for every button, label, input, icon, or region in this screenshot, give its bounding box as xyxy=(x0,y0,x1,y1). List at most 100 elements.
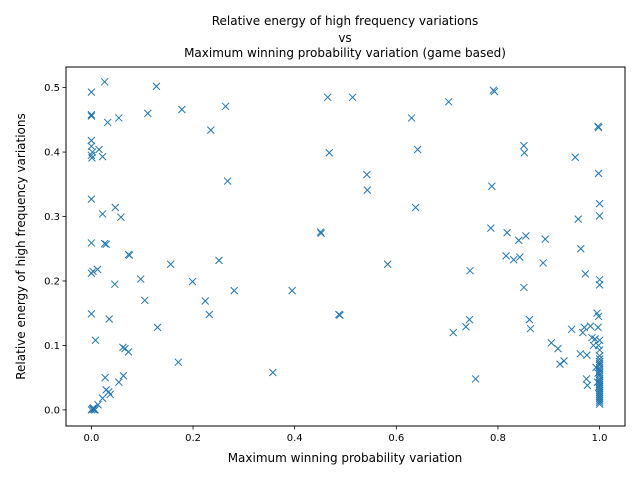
data-point-marker xyxy=(580,323,589,332)
data-point-marker xyxy=(567,325,576,334)
data-point-marker xyxy=(363,186,372,194)
data-point-marker xyxy=(594,323,602,332)
data-point-marker xyxy=(594,122,602,131)
data-point-marker xyxy=(595,351,604,360)
data-point-marker xyxy=(87,88,96,96)
data-point-marker xyxy=(582,375,591,383)
data-point-marker xyxy=(515,253,524,261)
data-point-marker xyxy=(119,343,127,352)
data-point-marker xyxy=(152,82,161,91)
data-point-marker xyxy=(215,256,223,265)
data-point-marker xyxy=(205,310,214,319)
data-point-marker xyxy=(166,260,175,269)
data-point-marker xyxy=(595,394,604,403)
data-point-marker xyxy=(576,244,585,253)
data-point-marker xyxy=(595,199,604,208)
data-point-marker xyxy=(594,369,602,378)
data-point-marker xyxy=(87,406,96,414)
data-points xyxy=(87,77,604,414)
data-point-marker xyxy=(87,195,96,203)
data-point-marker xyxy=(336,311,344,319)
data-point-marker xyxy=(223,177,232,185)
y-tick-label: 0.4 xyxy=(44,148,60,159)
data-point-marker xyxy=(140,296,149,305)
data-point-marker xyxy=(87,112,96,120)
data-point-marker xyxy=(594,341,603,350)
data-point-marker xyxy=(105,315,114,323)
data-point-marker xyxy=(465,315,474,324)
data-point-marker xyxy=(100,239,109,248)
data-point-marker xyxy=(560,357,568,365)
data-point-marker xyxy=(101,373,109,382)
data-point-marker xyxy=(462,322,470,331)
data-point-marker xyxy=(583,351,591,359)
data-point-marker xyxy=(89,405,97,414)
data-point-marker xyxy=(595,346,604,354)
data-point-marker xyxy=(323,93,332,102)
data-point-marker xyxy=(317,229,325,238)
data-point-marker xyxy=(581,270,590,278)
data-point-marker xyxy=(100,77,109,86)
data-point-marker xyxy=(595,390,604,399)
chart-title-line-2: vs xyxy=(338,31,351,45)
x-tick-label: 0.4 xyxy=(287,433,303,444)
x-tick-label: 0.0 xyxy=(83,433,99,444)
data-point-marker xyxy=(595,377,604,385)
data-point-marker xyxy=(221,102,230,111)
data-point-marker xyxy=(268,368,277,377)
x-tick-label: 1.0 xyxy=(592,433,608,444)
chart-title-line-1: Relative energy of high frequency variat… xyxy=(212,14,479,28)
data-point-marker xyxy=(509,255,518,264)
data-point-marker xyxy=(502,251,510,260)
data-point-marker xyxy=(520,141,528,150)
data-point-marker xyxy=(110,280,119,289)
data-point-marker xyxy=(547,339,556,347)
data-point-marker xyxy=(407,114,416,122)
data-point-marker xyxy=(98,152,107,161)
data-point-marker xyxy=(111,203,120,212)
data-point-marker xyxy=(383,260,392,269)
y-tick-label: 0.0 xyxy=(44,405,60,416)
y-axis-label: Relative energy of high frequency variat… xyxy=(14,113,28,380)
data-point-marker xyxy=(466,266,474,275)
data-point-marker xyxy=(119,371,128,380)
data-point-marker xyxy=(174,358,183,367)
data-point-marker xyxy=(124,348,133,356)
y-tick-label: 0.2 xyxy=(44,276,60,287)
data-point-marker xyxy=(98,210,107,218)
data-point-marker xyxy=(114,114,123,122)
data-point-marker xyxy=(595,400,604,408)
data-point-marker xyxy=(325,148,334,157)
data-point-marker xyxy=(503,228,511,237)
data-point-marker xyxy=(556,360,564,368)
data-point-marker xyxy=(153,323,162,332)
data-point-marker xyxy=(348,93,357,102)
data-point-marker xyxy=(91,406,99,414)
data-point-marker xyxy=(87,239,96,247)
data-point-marker xyxy=(91,336,100,345)
data-point-marker xyxy=(93,265,102,274)
data-point-marker xyxy=(444,97,453,106)
data-point-marker xyxy=(95,145,103,154)
chart-title-line-3: Maximum winning probability variation (g… xyxy=(184,46,506,60)
data-point-marker xyxy=(98,394,107,403)
data-point-marker xyxy=(87,151,96,160)
data-point-marker xyxy=(87,110,96,119)
x-tick-label: 0.6 xyxy=(388,433,404,444)
data-point-marker xyxy=(591,335,599,343)
data-point-marker xyxy=(526,324,535,333)
data-point-marker xyxy=(178,105,186,114)
data-point-marker xyxy=(594,383,603,392)
data-point-marker xyxy=(413,145,422,154)
y-tick-label: 0.3 xyxy=(44,212,60,223)
data-point-marker xyxy=(595,212,604,220)
data-point-marker xyxy=(316,228,325,236)
x-tick-label: 0.2 xyxy=(185,433,201,444)
data-point-marker xyxy=(574,215,583,223)
data-point-marker xyxy=(595,396,604,405)
data-point-marker xyxy=(539,259,548,267)
data-point-marker xyxy=(89,267,97,276)
data-point-marker xyxy=(595,368,604,377)
axis-ticks: 0.0 0.2 0.4 0.6 0.8 1.0 0.0 0.1 0.2 0.3 0.4 0.5 xyxy=(44,83,607,444)
data-point-marker xyxy=(554,344,562,353)
